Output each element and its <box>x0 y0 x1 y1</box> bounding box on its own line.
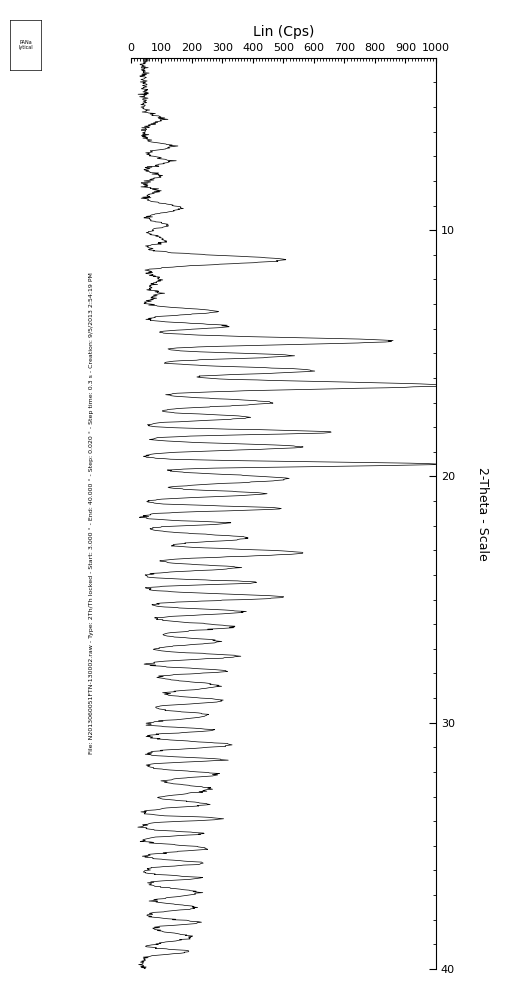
Text: PANa
lytical: PANa lytical <box>19 40 33 50</box>
Y-axis label: 2-Theta - Scale: 2-Theta - Scale <box>476 467 489 560</box>
Text: File: N2013060051FTN-130002.raw - Type: 2Th/Th locked - Start: 3.000 ° - End: 40: File: N2013060051FTN-130002.raw - Type: … <box>89 272 94 754</box>
X-axis label: Lin (Cps): Lin (Cps) <box>253 25 314 39</box>
